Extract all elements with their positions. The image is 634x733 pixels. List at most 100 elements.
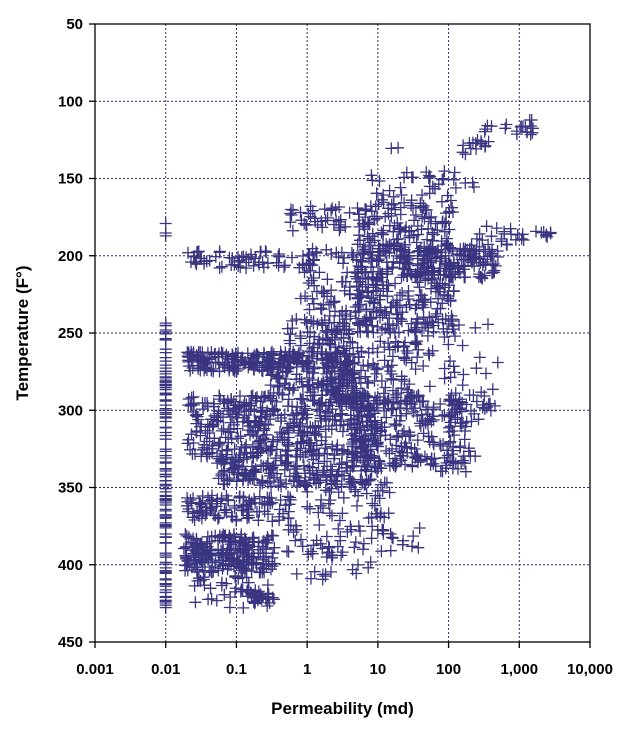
data-point [421, 329, 434, 342]
data-point [312, 506, 325, 519]
data-point [387, 240, 400, 253]
data-point [263, 492, 276, 505]
y-tick-label: 200 [58, 248, 83, 265]
data-point [229, 585, 241, 598]
data-point [265, 369, 278, 382]
data-point [222, 396, 234, 409]
data-point [320, 243, 333, 256]
data-point [247, 451, 260, 464]
data-point [298, 217, 311, 230]
data-point [278, 463, 291, 476]
data-point [421, 246, 434, 259]
data-point [351, 499, 363, 512]
data-point [537, 226, 550, 238]
data-point [253, 505, 266, 518]
data-point [180, 559, 193, 572]
data-point [395, 189, 408, 201]
data-point [279, 456, 292, 469]
data-point [526, 126, 539, 139]
data-point [259, 245, 272, 258]
data-point [237, 561, 250, 574]
data-point [268, 403, 281, 416]
data-point [261, 499, 274, 512]
data-point [300, 316, 313, 329]
data-point [273, 250, 286, 263]
data-point [350, 312, 363, 325]
data-point [427, 436, 440, 449]
data-point [325, 323, 338, 336]
data-point [299, 476, 312, 489]
data-point [389, 277, 402, 290]
data-point [453, 403, 466, 416]
data-point [480, 220, 493, 233]
data-point [210, 594, 223, 607]
data-point [203, 432, 216, 445]
data-point [325, 565, 337, 578]
data-point [257, 424, 270, 437]
data-point [387, 319, 399, 332]
data-point [308, 361, 321, 374]
data-point [429, 285, 442, 298]
data-point [398, 263, 411, 276]
data-point [392, 397, 404, 410]
data-point [313, 337, 326, 350]
x-axis-title: Permeability (md) [271, 699, 414, 718]
data-point [372, 440, 384, 453]
data-point [479, 123, 492, 136]
data-point [390, 233, 403, 246]
data-point [314, 499, 327, 512]
data-point [284, 207, 297, 220]
data-point [475, 138, 488, 150]
data-point [308, 330, 321, 343]
data-point [314, 412, 327, 425]
data-point [438, 288, 450, 301]
data-point [272, 479, 285, 492]
data-point [315, 303, 328, 316]
data-point [491, 245, 504, 257]
data-point [431, 302, 444, 315]
data-point [322, 360, 335, 373]
data-point [255, 592, 268, 605]
data-point [395, 313, 407, 326]
data-point [344, 465, 357, 477]
data-point [283, 334, 296, 347]
data-point [353, 284, 366, 297]
data-point [361, 230, 374, 243]
data-point [325, 204, 338, 217]
data-point [304, 210, 317, 223]
data-point [374, 429, 387, 442]
data-point [409, 363, 422, 376]
data-point [237, 537, 250, 550]
data-point [273, 352, 286, 365]
data-point [295, 375, 308, 388]
data-point [215, 424, 228, 437]
data-point [366, 246, 379, 259]
data-point [189, 448, 201, 460]
data-point [377, 196, 390, 209]
data-point [414, 242, 427, 255]
data-point [181, 499, 194, 512]
data-point [252, 436, 265, 448]
data-point [195, 420, 208, 433]
data-point [525, 114, 538, 126]
data-point [284, 337, 297, 350]
data-point [374, 242, 386, 255]
data-point [500, 118, 513, 131]
data-point [312, 476, 325, 489]
data-point [355, 430, 368, 443]
data-point [337, 491, 350, 504]
data-point [220, 577, 233, 590]
data-point [343, 354, 355, 367]
data-point [159, 433, 172, 446]
data-point [301, 500, 314, 513]
data-point [491, 356, 504, 369]
data-point [364, 236, 377, 249]
data-point [295, 436, 308, 449]
data-point [234, 430, 247, 443]
data-point [384, 544, 397, 557]
data-point [159, 395, 172, 408]
data-point [304, 264, 317, 277]
data-point [201, 400, 214, 413]
data-point [296, 540, 309, 553]
